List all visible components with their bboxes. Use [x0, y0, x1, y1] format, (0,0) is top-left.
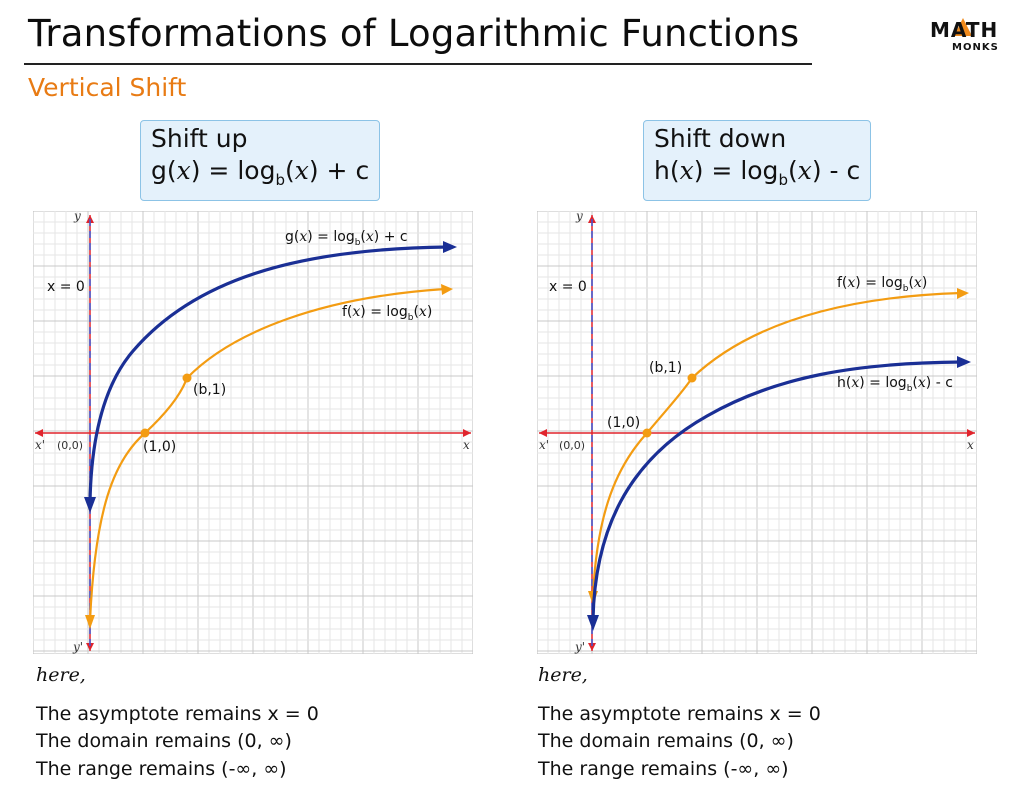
shift-down-graph: y y' x x' (0,0) x = 0 (1,0) (b,1) f(x) =… [537, 211, 977, 654]
left-note-asymptote: The asymptote remains x = 0 [36, 703, 319, 725]
point-b-1 [182, 373, 192, 383]
shift-down-heading: Shift down [654, 124, 787, 153]
shift-down-formula-box: Shift down h(x) = logb(x) - c [643, 120, 872, 201]
x-axis-arrow-icon [463, 429, 471, 437]
title-divider [24, 63, 812, 65]
asymptote-label: x = 0 [549, 279, 587, 295]
y-neg-axis-arrow-icon [86, 643, 94, 651]
point-b-1-label: (b,1) [649, 360, 682, 376]
parent-curve-f [591, 291, 962, 597]
y-neg-axis-arrow-icon [588, 643, 596, 651]
x-neg-axis-arrow-icon [539, 429, 547, 437]
x-axis-arrow-icon [967, 429, 975, 437]
shift-up-graph-svg: y y' x x' (0,0) x = 0 (1,0) (b,1) g(x) =… [33, 211, 473, 654]
x-neg-axis-label: x' [539, 438, 549, 452]
x-axis-label: x [967, 438, 974, 452]
point-1-0-label: (1,0) [143, 439, 176, 455]
page-subtitle: Vertical Shift [28, 73, 187, 102]
shifted-curve-start-arrow-icon [587, 615, 599, 631]
shifted-curve-label: g(x) = logb(x) + c [285, 229, 408, 248]
y-axis-label: y [73, 211, 81, 223]
point-1-0 [642, 428, 652, 438]
parent-curve-end-arrow-icon [957, 288, 969, 299]
asymptote-label: x = 0 [47, 279, 85, 295]
point-b-1 [687, 373, 697, 383]
page-title: Transformations of Logarithmic Functions [28, 12, 800, 55]
shifted-curve-label: h(x) = logb(x) - c [837, 375, 953, 394]
y-axis-label: y [575, 211, 583, 223]
shifted-curve-start-arrow-icon [84, 497, 96, 513]
shifted-curve-g [88, 245, 448, 504]
shift-up-graph: y y' x x' (0,0) x = 0 (1,0) (b,1) g(x) =… [33, 211, 473, 654]
parent-curve-f [88, 287, 446, 622]
right-note-asymptote: The asymptote remains x = 0 [538, 703, 821, 725]
logo-text-bottom: MONKS [952, 42, 999, 53]
right-here-label: here, [538, 664, 588, 686]
shift-up-formula: g(x) = logb(x) + c [151, 156, 370, 189]
parent-curve-start-arrow-icon [85, 615, 95, 629]
shift-up-heading: Shift up [151, 124, 248, 153]
y-neg-axis-label: y' [72, 640, 83, 654]
x-neg-axis-label: x' [35, 438, 45, 452]
brand-logo: MATH MONKS [930, 18, 1010, 64]
point-1-0-label: (1,0) [607, 415, 640, 431]
shift-down-formula: h(x) = logb(x) - c [654, 156, 861, 189]
shifted-curve-h [591, 360, 962, 620]
left-note-range: The range remains (-∞, ∞) [36, 758, 287, 780]
point-b-1-label: (b,1) [193, 382, 226, 398]
origin-label: (0,0) [559, 439, 585, 452]
point-1-0 [140, 428, 150, 438]
parent-curve-end-arrow-icon [441, 284, 453, 295]
left-here-label: here, [36, 664, 86, 686]
shifted-curve-end-arrow-icon [443, 241, 457, 253]
shift-up-formula-box: Shift up g(x) = logb(x) + c [140, 120, 381, 201]
logo-text-top: MATH [930, 18, 999, 42]
right-note-range: The range remains (-∞, ∞) [538, 758, 789, 780]
shift-down-graph-svg: y y' x x' (0,0) x = 0 (1,0) (b,1) f(x) =… [537, 211, 977, 654]
left-note-domain: The domain remains (0, ∞) [36, 730, 292, 752]
y-neg-axis-label: y' [574, 640, 585, 654]
x-axis-label: x [463, 438, 470, 452]
shifted-curve-end-arrow-icon [957, 356, 971, 368]
logo-triangle-icon [954, 18, 972, 36]
right-note-domain: The domain remains (0, ∞) [538, 730, 794, 752]
origin-label: (0,0) [57, 439, 83, 452]
x-neg-axis-arrow-icon [35, 429, 43, 437]
